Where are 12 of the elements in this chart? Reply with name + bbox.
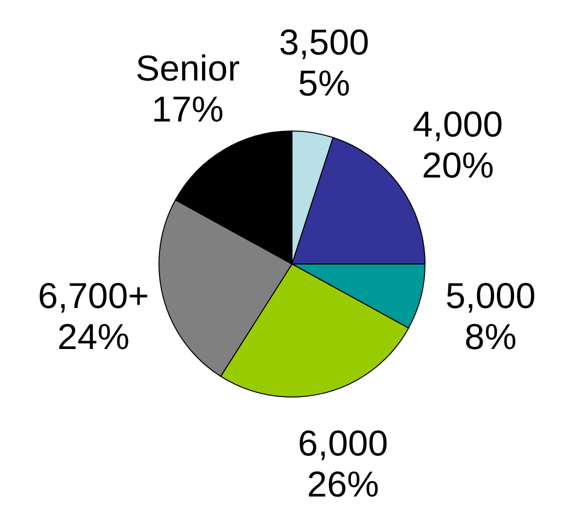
data-label: 8% bbox=[464, 316, 517, 358]
data-label: 24% bbox=[57, 316, 130, 358]
data-label: 20% bbox=[422, 144, 494, 186]
slice-label: 3,500 bbox=[279, 21, 370, 62]
slice-label: 4,000 bbox=[412, 103, 503, 144]
data-label: 17% bbox=[152, 88, 224, 130]
slice-label: 5,000 bbox=[446, 274, 536, 316]
slice-label: Senior bbox=[136, 47, 240, 88]
data-label: 26% bbox=[306, 464, 380, 505]
data-label: 5% bbox=[298, 62, 350, 104]
slice-label: 6,000 bbox=[298, 422, 388, 464]
slice-label: 6,700+ bbox=[38, 274, 150, 316]
